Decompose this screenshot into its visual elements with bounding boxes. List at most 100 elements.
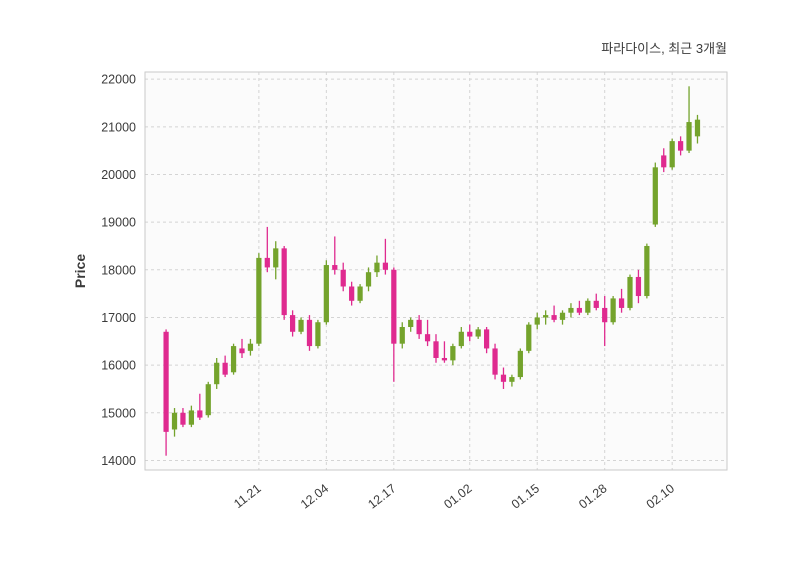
candle [273, 241, 279, 280]
candle [349, 281, 355, 306]
candle [509, 374, 515, 387]
candle-body [264, 257, 270, 268]
candle-body [686, 122, 692, 151]
candle [576, 300, 583, 316]
candle-body [188, 410, 195, 425]
candle [399, 322, 405, 349]
x-tick-label: 11.21 [231, 481, 264, 511]
candle-body [635, 276, 642, 297]
candle [467, 324, 473, 342]
x-tick-label: 01.28 [576, 481, 609, 511]
candle-body [416, 319, 422, 335]
candle-body [677, 141, 684, 151]
plot-area [145, 72, 727, 470]
candle-body [467, 331, 473, 337]
candle-body [441, 357, 448, 361]
candle [677, 136, 684, 156]
candle [416, 315, 422, 339]
candle [323, 260, 329, 325]
candle [281, 245, 287, 320]
candle [610, 296, 616, 325]
y-tick-label: 15000 [101, 406, 136, 420]
candle [559, 310, 566, 325]
candle [450, 343, 456, 366]
candle-body [281, 248, 287, 316]
candle [374, 255, 380, 277]
candle [391, 267, 397, 382]
candle [332, 236, 338, 275]
candle [222, 355, 228, 378]
candle [500, 367, 507, 389]
candle [289, 310, 296, 337]
candle [644, 243, 650, 299]
candle [441, 341, 448, 363]
candle [627, 274, 633, 311]
candle-body [517, 350, 523, 378]
candle-body [222, 362, 228, 375]
candle-body [230, 346, 237, 373]
candle-body [450, 346, 456, 361]
candle-body [433, 341, 439, 358]
candle-body [475, 329, 481, 337]
candle-body [534, 317, 540, 325]
candle [256, 253, 262, 347]
candle [264, 226, 270, 273]
candle-body [526, 324, 532, 351]
candle [458, 327, 464, 349]
candle-body [214, 362, 220, 385]
candle-body [306, 319, 313, 347]
candle-body [289, 315, 296, 332]
x-tick-label: 01.15 [509, 481, 542, 511]
x-tick-label: 01.02 [441, 481, 474, 511]
candle [526, 322, 532, 354]
candle [298, 317, 304, 335]
candle-body [652, 167, 658, 225]
candle [669, 138, 675, 170]
y-tick-label: 18000 [101, 263, 136, 277]
candle-body [669, 141, 675, 168]
candle [652, 162, 658, 227]
candle-body [610, 298, 616, 323]
x-tick-label: 12.04 [298, 481, 331, 511]
candle [230, 343, 237, 375]
candle [171, 408, 178, 437]
candles [163, 86, 701, 456]
candle [424, 319, 431, 347]
candle [306, 315, 313, 351]
candle-body [273, 248, 279, 268]
candle-body [602, 307, 608, 323]
plot-border [144, 71, 728, 471]
candle [357, 284, 363, 304]
candle-body [408, 319, 414, 328]
candle [618, 288, 625, 313]
candle-body [298, 319, 304, 332]
x-axis-ticks: 11.21 12.04 12.17 01.02 01.15 01.28 02.10 [231, 481, 677, 511]
y-tick-label: 22000 [101, 73, 136, 87]
grid [145, 72, 727, 470]
candle-body [576, 307, 583, 313]
candle-body [483, 329, 490, 349]
candle [382, 238, 389, 275]
y-tick-label: 21000 [101, 120, 136, 134]
candle [517, 348, 523, 380]
chart-title: 파라다이스, 최근 3개월 [601, 41, 727, 56]
candle-body [205, 384, 211, 416]
candle-body [593, 300, 599, 308]
candle [585, 298, 591, 316]
x-tick-label: 12.17 [365, 481, 398, 511]
candle [492, 343, 498, 380]
candle [365, 267, 372, 292]
candle-body [357, 286, 363, 301]
y-tick-label: 20000 [101, 168, 136, 182]
candle-body [458, 331, 464, 347]
candle [239, 338, 245, 358]
candle [340, 262, 346, 292]
candle-body [163, 331, 169, 432]
candle [188, 405, 195, 428]
y-tick-label: 17000 [101, 311, 136, 325]
candle-body [500, 374, 507, 382]
candle-body [247, 343, 254, 351]
candle-body [180, 412, 186, 425]
candle-body [559, 312, 566, 320]
candle [551, 305, 557, 323]
